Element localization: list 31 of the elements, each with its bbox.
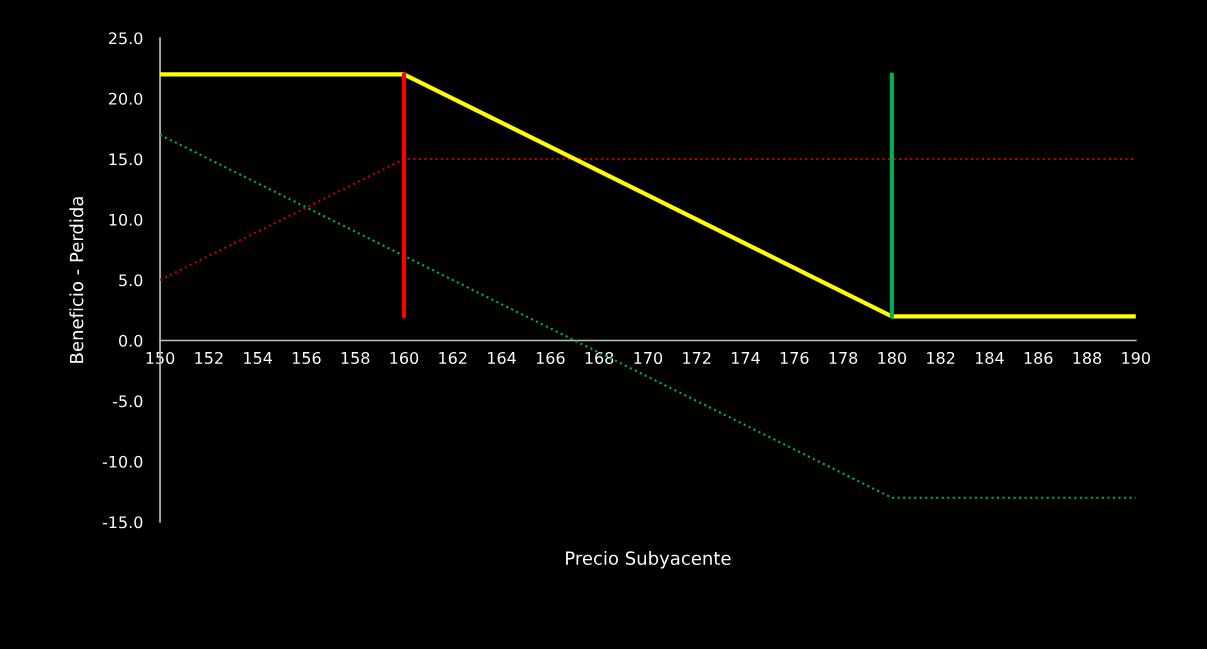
y-tick-label: 5.0 (119, 274, 143, 287)
x-tick-label: 176 (780, 351, 809, 364)
x-axis-title: Precio Subyacente (566, 551, 731, 569)
x-tick-label: 178 (829, 351, 858, 364)
y-tick-label: 0.0 (119, 334, 143, 347)
x-tick-label: 188 (1073, 351, 1102, 364)
x-tick-label: 156 (292, 351, 321, 364)
x-tick-label: 164 (488, 351, 516, 364)
x-tick-label: 166 (536, 351, 565, 364)
x-tick-label: 184 (975, 351, 1004, 364)
x-tick-label: 180 (878, 351, 907, 364)
y-tick-label: -10.0 (102, 455, 143, 468)
x-tick-label: 174 (732, 352, 760, 364)
x-tick-label: 162 (439, 351, 467, 364)
x-tick-label: 152 (195, 351, 223, 364)
x-tick-label: 158 (341, 351, 370, 364)
y-tick-label: 10.0 (109, 213, 143, 226)
x-tick-label: 172 (683, 351, 711, 364)
y-tick-label: -5.0 (113, 395, 143, 408)
x-tick-label: 170 (634, 351, 663, 364)
x-tick-label: 186 (1024, 351, 1053, 364)
x-tick-label: 168 (585, 351, 614, 364)
x-tick-label: 182 (927, 351, 955, 364)
y-tick-label: 25.0 (108, 32, 143, 45)
x-tick-label: 160 (390, 351, 419, 364)
y-tick-label: 20.0 (108, 92, 143, 105)
x-tick-label: 190 (1122, 351, 1150, 364)
y-tick-label: 15.0 (109, 153, 143, 166)
y-tick-label: -15.0 (102, 516, 143, 529)
x-tick-label: 154 (244, 352, 272, 364)
y-axis-title: Beneficio - Perdida (69, 197, 84, 363)
